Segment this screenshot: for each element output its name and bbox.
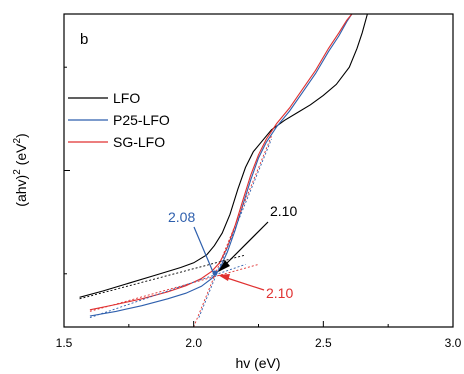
plot-lines-group [79,14,368,317]
legend-label-lfo: LFO [113,90,140,106]
y-axis-ticks [64,66,70,328]
annotation-lfo-arrow [221,221,269,269]
legend: LFO P25-LFO SG-LFO [68,90,170,150]
annotation-lfo-arrowhead [218,260,230,272]
legend-label-p25-lfo: P25-LFO [113,112,170,128]
series-line-lfo [79,14,368,298]
x-tick-label: 2.0 [185,336,202,350]
x-tick-label: 1.5 [56,336,73,350]
y-axis-label-sup1: 2 [12,169,23,175]
intersection-marker [212,270,218,276]
y-axis-label-base: (ahv) [13,175,29,207]
annotation-sg-lfo-arrow [223,276,265,291]
x-axis-ticks: 1.5 2.0 2.5 3.0 [56,321,462,350]
annotation-sg-lfo-bandgap: 2.10 [266,285,293,301]
annotation-sg-lfo-arrowhead [218,274,230,281]
legend-label-sg-lfo: SG-LFO [113,134,165,150]
baseline-fit-line-p25-lfo [89,263,246,319]
y-axis-label-end: ) [13,133,29,138]
x-tick-label: 2.5 [315,336,332,350]
series-line-sg-lfo [89,14,353,311]
series-line-p25-lfo [89,14,353,317]
x-axis-label: hv (eV) [235,355,280,371]
y-axis-label-mid: (eV [13,143,29,169]
annotation-p25-lfo-bandgap: 2.08 [168,209,195,225]
annotations: 2.08 2.10 2.10 [168,203,297,301]
annotation-lfo-bandgap: 2.10 [270,203,297,219]
edge-fit-line-p25-lfo [198,139,272,318]
annotation-p25-lfo-pointer [193,226,214,273]
y-axis-label-sup2: 2 [12,138,23,144]
panel-label: b [80,31,88,48]
baseline-fit-line-lfo [79,254,246,300]
x-tick-label: 3.0 [445,336,462,350]
fit-lines-group [79,135,272,327]
y-axis-label: (ahv)2 (eV2) [12,133,29,206]
baseline-fit-line-sg-lfo [89,263,259,312]
